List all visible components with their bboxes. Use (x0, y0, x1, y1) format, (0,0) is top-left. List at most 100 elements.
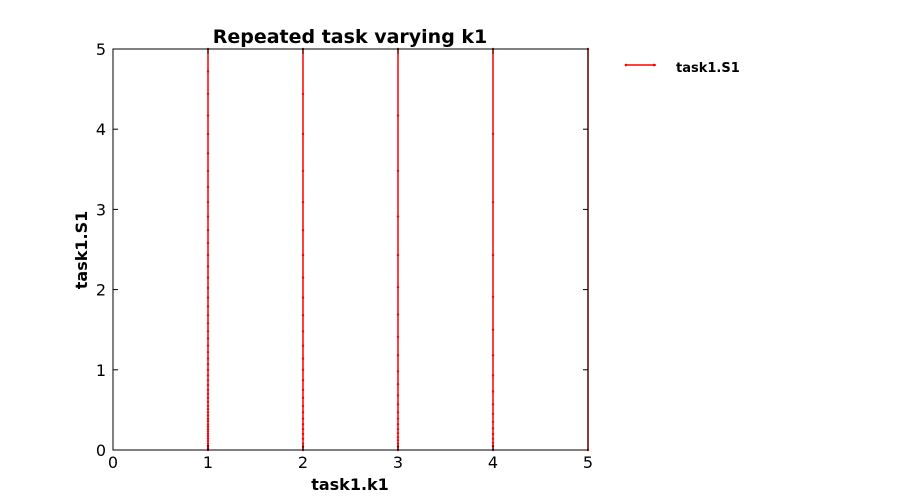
data-point (396, 439, 400, 442)
data-point (301, 132, 305, 136)
data-point (206, 435, 210, 438)
data-point (206, 427, 210, 431)
data-point (301, 296, 305, 299)
data-point (206, 114, 210, 117)
data-point (396, 313, 400, 316)
data-point (206, 337, 210, 340)
data-point (396, 253, 400, 257)
data-point (396, 370, 400, 373)
data-point (491, 412, 495, 416)
data-point (396, 383, 400, 386)
data-point (301, 437, 305, 440)
data-point (206, 417, 210, 420)
data-point (206, 322, 210, 325)
data-point (206, 432, 210, 436)
data-point (396, 435, 400, 439)
data-point (396, 335, 400, 339)
data-point (206, 350, 210, 354)
data-point (301, 417, 305, 420)
data-point (491, 253, 495, 257)
data-point (206, 368, 210, 371)
x-tick-label: 3 (393, 453, 403, 472)
data-point (301, 169, 305, 173)
x-axis-label: task1.k1 (311, 475, 389, 494)
data-point (206, 215, 210, 218)
y-axis-label: task1.S1 (72, 211, 91, 289)
x-tick-label: 5 (583, 453, 593, 472)
data-point (206, 419, 210, 423)
chart-title: Repeated task varying k1 (213, 26, 488, 48)
data-point (206, 411, 210, 414)
data-point (301, 229, 305, 232)
data-point (301, 427, 305, 431)
data-point (301, 368, 305, 371)
data-point (206, 286, 210, 290)
y-tick-label: 0 (96, 441, 106, 460)
data-point (206, 314, 210, 317)
data-point (206, 414, 210, 417)
data-point (301, 200, 305, 204)
data-point (491, 427, 495, 430)
data-point (491, 432, 495, 436)
data-point (396, 411, 400, 414)
data-point (301, 423, 305, 426)
data-point (396, 215, 400, 218)
x-tick-label: 2 (298, 453, 308, 472)
legend-label-task1-s1: task1.S1 (676, 61, 740, 76)
x-tick-label: 4 (488, 453, 498, 472)
data-point (301, 314, 305, 317)
data-point (206, 200, 210, 204)
data-point (491, 437, 495, 440)
data-point (206, 383, 210, 387)
data-point (491, 441, 495, 444)
plot-frame (112, 48, 589, 451)
data-point (491, 390, 495, 393)
legend: task1.S1 (624, 61, 740, 76)
data-point (206, 439, 210, 443)
y-axis: 0 1 2 3 4 5 (96, 40, 588, 460)
data-point (206, 330, 210, 333)
data-point (491, 354, 495, 357)
data-point (491, 132, 495, 136)
data-point (301, 344, 305, 347)
data-point (206, 442, 210, 445)
data-point (206, 423, 210, 426)
data-point (491, 420, 495, 424)
x-tick-label: 1 (203, 453, 213, 472)
data-point (206, 396, 210, 400)
data-point (301, 253, 305, 257)
data-point (301, 396, 305, 400)
data-point (396, 114, 400, 117)
data-point (396, 427, 400, 431)
legend-marker-right (652, 63, 656, 67)
data-point (206, 388, 210, 392)
data-point (301, 404, 305, 408)
data-point (206, 241, 210, 245)
data-point (206, 169, 210, 173)
data-point (206, 437, 210, 440)
data-point (206, 407, 210, 411)
data-point (301, 357, 305, 360)
data-point (206, 362, 210, 366)
y-tick-label: 1 (96, 361, 106, 380)
data-point (491, 328, 495, 331)
plot-area (206, 47, 590, 452)
data-point (396, 285, 400, 289)
data-point (206, 305, 210, 308)
data-point (396, 394, 400, 397)
data-point (301, 92, 305, 96)
data-point (206, 265, 210, 268)
data-point (206, 357, 210, 360)
data-point (206, 253, 210, 257)
data-point (206, 425, 210, 428)
data-point (301, 411, 305, 414)
data-point (206, 379, 210, 382)
data-point (396, 423, 400, 426)
data-point (396, 354, 400, 357)
y-tick-label: 5 (96, 40, 106, 59)
data-point (206, 400, 210, 404)
data-point (206, 185, 210, 189)
data-point (206, 404, 210, 408)
data-point (206, 392, 210, 396)
